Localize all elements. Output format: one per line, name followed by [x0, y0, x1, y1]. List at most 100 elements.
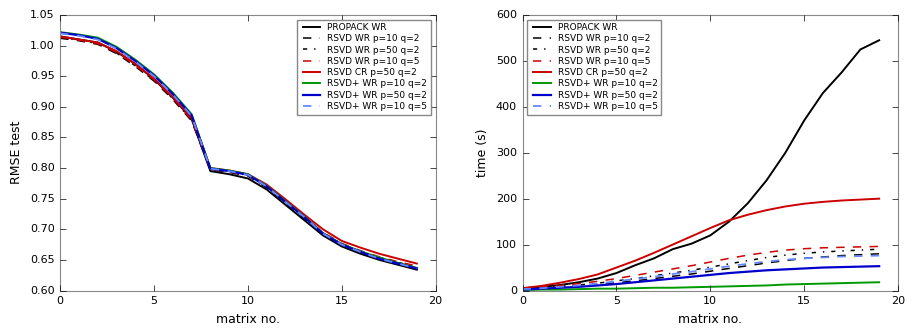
RSVD WR p=10 q=2 — [554, 285, 565, 289]
RSVD WR p=10 q=5 — [780, 248, 791, 252]
RSVD WR p=10 q=5 — [186, 118, 197, 122]
RSVD+ WR p=10 q=2 — [242, 172, 253, 176]
RSVD WR p=50 q=2 — [780, 253, 791, 257]
RSVD WR p=10 q=5 — [298, 215, 309, 219]
RSVD WR p=10 q=2 — [242, 174, 253, 178]
RSVD+ WR p=50 q=2 — [111, 46, 122, 50]
RSVD WR p=50 q=2 — [130, 64, 141, 68]
RSVD+ WR p=10 q=5 — [667, 272, 678, 276]
Line: RSVD+ WR p=10 q=5: RSVD+ WR p=10 q=5 — [522, 256, 879, 289]
RSVD WR p=50 q=2 — [242, 173, 253, 177]
RSVD CR p=50 q=2 — [536, 284, 547, 288]
Line: RSVD CR p=50 q=2: RSVD CR p=50 q=2 — [522, 199, 879, 288]
Legend: PROPACK WR, RSVD WR p=10 q=2, RSVD WR p=50 q=2, RSVD WR p=10 q=5, RSVD CR p=50 q: PROPACK WR, RSVD WR p=10 q=2, RSVD WR p=… — [527, 19, 662, 115]
RSVD+ WR p=50 q=2 — [761, 268, 772, 272]
RSVD WR p=50 q=2 — [355, 249, 366, 253]
RSVD WR p=10 q=2 — [742, 264, 753, 268]
RSVD WR p=50 q=2 — [554, 284, 565, 288]
RSVD CR p=50 q=2 — [574, 277, 585, 281]
PROPACK WR — [167, 96, 178, 100]
RSVD+ WR p=10 q=5 — [55, 31, 66, 35]
RSVD+ WR p=50 q=2 — [374, 257, 385, 261]
RSVD+ WR p=10 q=2 — [205, 166, 216, 170]
RSVD WR p=50 q=2 — [318, 231, 328, 235]
RSVD WR p=10 q=2 — [592, 283, 603, 287]
RSVD+ WR p=50 q=2 — [686, 275, 697, 279]
RSVD CR p=50 q=2 — [412, 261, 423, 265]
RSVD+ WR p=50 q=2 — [817, 265, 828, 269]
RSVD+ WR p=50 q=2 — [318, 232, 328, 236]
RSVD CR p=50 q=2 — [855, 198, 866, 202]
RSVD+ WR p=10 q=2 — [630, 286, 640, 290]
RSVD CR p=50 q=2 — [649, 251, 660, 255]
Line: RSVD WR p=50 q=2: RSVD WR p=50 q=2 — [522, 249, 879, 289]
RSVD+ WR p=50 q=2 — [836, 265, 847, 269]
RSVD WR p=10 q=5 — [92, 42, 103, 46]
RSVD+ WR p=10 q=5 — [412, 266, 423, 270]
RSVD CR p=50 q=2 — [73, 38, 84, 42]
RSVD WR p=50 q=2 — [298, 216, 309, 220]
RSVD+ WR p=10 q=5 — [705, 267, 716, 271]
RSVD+ WR p=10 q=2 — [799, 282, 810, 286]
RSVD WR p=10 q=2 — [298, 216, 309, 220]
RSVD+ WR p=10 q=5 — [374, 257, 385, 261]
RSVD WR p=10 q=5 — [355, 249, 366, 253]
RSVD+ WR p=10 q=5 — [611, 279, 622, 283]
RSVD WR p=10 q=5 — [611, 277, 622, 281]
RSVD+ WR p=50 q=2 — [186, 113, 197, 117]
RSVD WR p=10 q=2 — [412, 266, 423, 270]
RSVD CR p=50 q=2 — [148, 77, 159, 81]
PROPACK WR — [836, 70, 847, 74]
RSVD+ WR p=50 q=2 — [517, 288, 528, 292]
RSVD WR p=10 q=2 — [686, 272, 697, 276]
RSVD+ WR p=50 q=2 — [242, 173, 253, 177]
RSVD WR p=10 q=5 — [205, 167, 216, 171]
RSVD WR p=10 q=5 — [55, 35, 66, 39]
RSVD+ WR p=10 q=5 — [130, 59, 141, 64]
RSVD+ WR p=10 q=2 — [611, 287, 622, 291]
Line: RSVD+ WR p=50 q=2: RSVD+ WR p=50 q=2 — [60, 33, 417, 268]
RSVD+ WR p=10 q=2 — [223, 168, 234, 172]
RSVD WR p=10 q=2 — [517, 287, 528, 291]
RSVD WR p=50 q=2 — [742, 259, 753, 263]
RSVD CR p=50 q=2 — [742, 213, 753, 217]
RSVD WR p=10 q=2 — [780, 259, 791, 263]
RSVD+ WR p=10 q=2 — [649, 286, 660, 290]
Legend: PROPACK WR, RSVD WR p=10 q=2, RSVD WR p=50 q=2, RSVD WR p=10 q=5, RSVD CR p=50 q: PROPACK WR, RSVD WR p=10 q=2, RSVD WR p=… — [296, 19, 431, 115]
RSVD WR p=50 q=2 — [611, 279, 622, 283]
RSVD+ WR p=10 q=2 — [836, 281, 847, 285]
PROPACK WR — [667, 247, 678, 251]
RSVD+ WR p=50 q=2 — [298, 215, 309, 219]
RSVD CR p=50 q=2 — [280, 197, 291, 201]
RSVD+ WR p=10 q=5 — [686, 270, 697, 274]
RSVD+ WR p=10 q=2 — [148, 72, 159, 76]
RSVD+ WR p=10 q=5 — [536, 286, 547, 290]
PROPACK WR — [817, 91, 828, 95]
RSVD CR p=50 q=2 — [92, 41, 103, 45]
RSVD WR p=10 q=5 — [393, 260, 404, 264]
RSVD+ WR p=50 q=2 — [148, 74, 159, 78]
RSVD+ WR p=10 q=5 — [724, 264, 735, 268]
RSVD WR p=50 q=2 — [630, 277, 640, 281]
RSVD WR p=10 q=5 — [148, 78, 159, 82]
RSVD WR p=10 q=2 — [186, 119, 197, 123]
RSVD WR p=50 q=2 — [517, 287, 528, 291]
RSVD WR p=10 q=2 — [92, 42, 103, 46]
RSVD WR p=10 q=5 — [742, 253, 753, 257]
RSVD+ WR p=50 q=2 — [280, 200, 291, 204]
RSVD WR p=10 q=5 — [686, 264, 697, 268]
RSVD WR p=10 q=2 — [223, 170, 234, 174]
PROPACK WR — [592, 277, 603, 281]
RSVD+ WR p=10 q=5 — [261, 184, 272, 188]
RSVD WR p=10 q=2 — [574, 284, 585, 288]
RSVD+ WR p=10 q=5 — [649, 275, 660, 279]
PROPACK WR — [742, 201, 753, 205]
RSVD WR p=50 q=2 — [280, 200, 291, 204]
RSVD WR p=10 q=5 — [374, 255, 385, 259]
RSVD+ WR p=10 q=5 — [799, 256, 810, 260]
PROPACK WR — [223, 172, 234, 176]
RSVD WR p=50 q=2 — [412, 265, 423, 269]
RSVD CR p=50 q=2 — [799, 202, 810, 206]
RSVD CR p=50 q=2 — [355, 246, 366, 250]
PROPACK WR — [318, 234, 328, 238]
